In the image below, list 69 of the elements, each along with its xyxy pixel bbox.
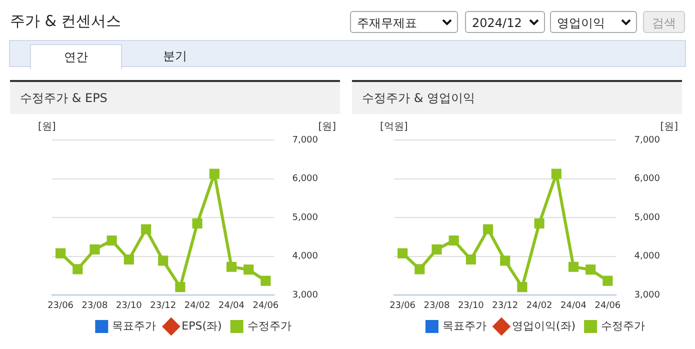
text: 분기 [162,48,188,65]
point [551,168,562,179]
point [568,262,579,272]
y2-tick-label: 3,000 [634,290,660,301]
y2-tick-label: 6,000 [292,174,318,184]
x-tick-label: 23/06 [48,300,74,311]
text: 주재무제표 [350,11,458,33]
x-tick-label: 24/06 [252,300,279,311]
text: 검색 [643,11,685,33]
y-axis-title: [억원] [380,122,408,133]
y2-tick-label: 4,000 [292,252,318,262]
legend-label: 수정주가 [601,319,646,332]
text: 영업이익 [550,11,637,33]
point [226,262,237,272]
legend-label: EPS(좌) [182,319,222,332]
y2-tick-label: 4,000 [634,252,660,262]
y2-tick-label: 5,000 [292,212,318,223]
x-tick-label: 24/04 [218,300,245,311]
point [466,254,476,265]
x-tick-label: 23/12 [492,300,518,311]
legend-label: 목표주가 [112,319,156,332]
x-tick-label: 24/02 [526,300,552,311]
y2-tick-label: 7,000 [634,135,660,146]
x-tick-label: 23/12 [150,300,176,311]
point [586,264,596,275]
x-tick-label: 23/06 [390,300,416,311]
x-tick-label: 23/10 [458,300,484,311]
x-tick-label: 24/06 [594,300,621,311]
point [140,224,152,234]
y-axis-title: [원] [38,122,56,133]
point [260,276,271,286]
point [158,256,168,266]
point [482,224,494,234]
point [106,235,117,246]
text: 연간 [30,44,122,69]
y2-tick-label: 6,000 [634,174,660,184]
text: 주가 & 컨센서스 [10,12,122,31]
x-tick-label: 23/08 [424,300,450,311]
point [448,235,459,246]
point [56,248,66,258]
y2-tick-label: 5,000 [634,212,660,223]
legend-label: 수정주가 [247,319,292,332]
y2-tick-label: 3,000 [292,290,318,301]
y2-axis-title: [원] [318,122,336,133]
legend-label: 목표주가 [442,319,486,332]
y2-axis-title: [원] [660,122,678,133]
point [175,282,186,292]
x-tick-label: 24/02 [184,300,210,311]
point [414,264,425,274]
chart-title: 수정주가 & 영업이익 [352,82,682,114]
point [602,276,613,286]
point [500,256,510,266]
point [209,168,220,179]
y2-tick-label: 7,000 [292,135,318,146]
point [72,264,83,274]
point [192,218,202,228]
x-tick-label: 24/04 [560,300,587,311]
point [244,264,254,275]
point [90,244,100,254]
point [534,218,544,228]
point [432,244,442,254]
text: 2024/12 [465,11,545,33]
point [398,248,408,258]
x-tick-label: 23/08 [82,300,108,311]
x-tick-label: 23/10 [116,300,142,311]
legend-label: 영업이익(좌) [512,319,576,332]
point [124,254,134,265]
point [517,282,528,292]
chart-title: 수정주가 & EPS [10,82,340,114]
